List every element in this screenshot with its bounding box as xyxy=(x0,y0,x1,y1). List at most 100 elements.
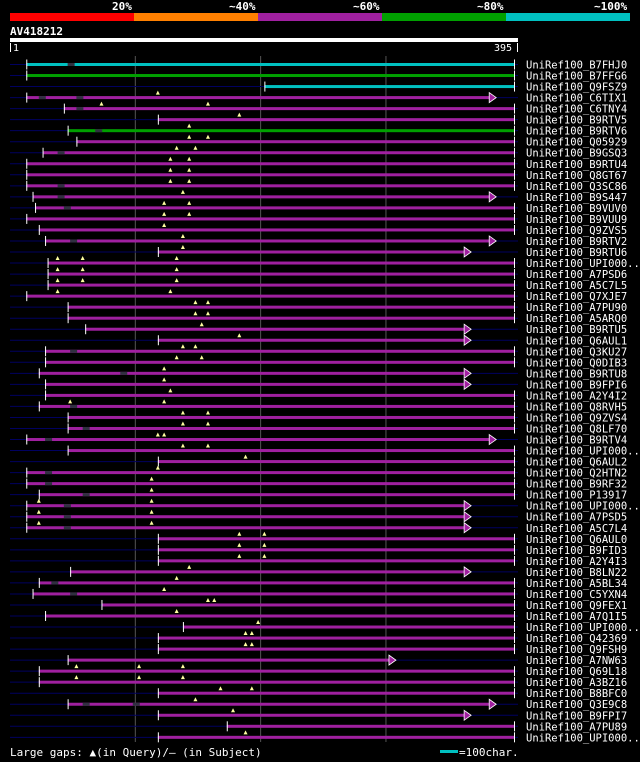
hit-alignment-bar[interactable] xyxy=(26,294,516,298)
hit-row[interactable]: UniRef100_Q05929 xyxy=(10,134,627,149)
hit-row[interactable]: UniRef100_Q6AUL2 xyxy=(10,454,627,469)
hit-alignment-bar[interactable] xyxy=(26,526,465,530)
hit-label[interactable]: UniRef100_Q8GT67 xyxy=(526,170,627,182)
hit-alignment-bar[interactable] xyxy=(157,713,465,717)
hit-alignment-bar[interactable] xyxy=(47,272,516,276)
hit-label[interactable]: UniRef100_C5YXN4 xyxy=(526,589,627,601)
hit-label[interactable]: UniRef100_Q9ZVS4 xyxy=(526,412,627,424)
hit-alignment-bar[interactable] xyxy=(26,471,516,475)
hit-row[interactable]: UniRef100_Q6AUL1 xyxy=(10,333,627,347)
hit-label[interactable]: UniRef100_UPI000.. xyxy=(526,501,640,513)
hit-row[interactable]: UniRef100_B9FID3 xyxy=(10,542,627,557)
hit-alignment-bar[interactable] xyxy=(101,603,516,607)
hit-alignment-bar[interactable] xyxy=(45,382,465,386)
hit-alignment-bar[interactable] xyxy=(45,614,515,618)
hit-row[interactable]: UniRef100_A7PSD6 xyxy=(10,267,627,281)
hit-label[interactable]: UniRef100_A7Q1I5 xyxy=(526,611,627,623)
hit-alignment-bar[interactable] xyxy=(26,217,516,221)
hit-row[interactable]: UniRef100_Q6AUL0 xyxy=(10,531,627,546)
hit-row[interactable]: UniRef100_B8LN22 xyxy=(10,564,627,579)
hit-row[interactable]: UniRef100_B9RTV6 xyxy=(10,123,627,138)
hit-label[interactable]: UniRef100_UPI000.. xyxy=(526,622,640,634)
hit-alignment-bar[interactable] xyxy=(67,658,389,662)
hit-row[interactable]: UniRef100_Q9ZVS4 xyxy=(10,410,627,424)
hit-label[interactable]: UniRef100_A7PU89 xyxy=(526,721,627,733)
hit-label[interactable]: UniRef100_Q0DIB3 xyxy=(526,357,627,369)
hit-label[interactable]: UniRef100_B9RTU4 xyxy=(526,159,627,171)
hit-row[interactable]: UniRef100_UPI000.. xyxy=(10,620,640,634)
hit-label[interactable]: UniRef100_A7NW63 xyxy=(526,655,627,667)
hit-label[interactable]: UniRef100_B7FFG6 xyxy=(526,71,627,83)
hit-alignment-bar[interactable] xyxy=(157,250,465,254)
hit-alignment-bar[interactable] xyxy=(45,360,515,364)
hit-alignment-bar[interactable] xyxy=(26,162,516,166)
hit-label[interactable]: UniRef100_C6TIX1 xyxy=(526,93,627,105)
hit-label[interactable]: UniRef100_A2Y4I2 xyxy=(526,390,627,402)
hit-alignment-bar[interactable] xyxy=(157,691,516,695)
hit-row[interactable]: UniRef100_B9GSQ3 xyxy=(10,145,627,160)
hit-alignment-bar[interactable] xyxy=(45,239,490,243)
hit-alignment-bar[interactable] xyxy=(76,140,516,144)
hit-alignment-bar[interactable] xyxy=(157,460,516,464)
hit-label[interactable]: UniRef100_B9FPI6 xyxy=(526,379,627,391)
hit-alignment-bar[interactable] xyxy=(38,404,515,408)
hit-label[interactable]: UniRef100_B9RTU5 xyxy=(526,324,627,336)
hit-label[interactable]: UniRef100_Q2HTN2 xyxy=(526,468,627,480)
hit-label[interactable]: UniRef100_Q6AUL1 xyxy=(526,335,627,347)
hit-row[interactable]: UniRef100_B9VUU9 xyxy=(10,211,627,226)
hit-label[interactable]: UniRef100_Q3KU27 xyxy=(526,346,627,358)
hit-alignment-bar[interactable] xyxy=(26,438,490,442)
hit-label[interactable]: UniRef100_B9VUU9 xyxy=(526,214,627,226)
hit-label[interactable]: UniRef100_B9FPI7 xyxy=(526,710,627,722)
hit-label[interactable]: UniRef100_Q8RVH5 xyxy=(526,401,627,413)
hit-row[interactable]: UniRef100_Q9ZVS5 xyxy=(10,222,627,237)
hit-alignment-bar[interactable] xyxy=(42,151,516,155)
hit-label[interactable]: UniRef100_Q05929 xyxy=(526,137,627,149)
hit-alignment-bar[interactable] xyxy=(38,581,515,585)
hit-row[interactable]: UniRef100_Q69L18 xyxy=(10,664,627,678)
hit-alignment-bar[interactable] xyxy=(70,570,465,574)
hit-label[interactable]: UniRef100_P13917 xyxy=(526,490,627,502)
hit-label[interactable]: UniRef100_Q9FEX1 xyxy=(526,600,627,612)
hit-alignment-bar[interactable] xyxy=(26,482,516,486)
hit-label[interactable]: UniRef100_A5C7L5 xyxy=(526,280,627,292)
hit-row[interactable]: UniRef100_B9RTU8 xyxy=(10,366,627,380)
hit-row[interactable]: UniRef100_Q9FSH9 xyxy=(10,642,627,656)
hit-alignment-bar[interactable] xyxy=(264,85,515,89)
hit-alignment-bar[interactable] xyxy=(157,735,516,739)
hit-alignment-bar[interactable] xyxy=(67,426,516,430)
hit-row[interactable]: UniRef100_C6TIX1 xyxy=(10,90,627,105)
hit-alignment-bar[interactable] xyxy=(47,283,516,287)
hit-row[interactable]: UniRef100_Q8GT67 xyxy=(10,167,627,182)
hit-row[interactable]: UniRef100_UPI000.. xyxy=(10,443,640,458)
hit-row[interactable]: UniRef100_B9RTU4 xyxy=(10,156,627,171)
hit-alignment-bar[interactable] xyxy=(157,636,516,640)
hit-label[interactable]: UniRef100_B9RF32 xyxy=(526,479,627,491)
hit-row[interactable]: UniRef100_A5C7L4 xyxy=(10,520,627,535)
hit-label[interactable]: UniRef100_B9RTV6 xyxy=(526,126,627,138)
hit-label[interactable]: UniRef100_A2Y4I3 xyxy=(526,556,627,568)
hit-row[interactable]: UniRef100_Q8RVH5 xyxy=(10,399,627,413)
hit-row[interactable]: UniRef100_UPI000.. xyxy=(10,256,640,270)
hit-row[interactable]: UniRef100_Q3KU27 xyxy=(10,344,627,358)
hit-label[interactable]: UniRef100_Q7XJE7 xyxy=(526,291,627,303)
hit-label[interactable]: UniRef100_B9FID3 xyxy=(526,545,627,557)
hit-label[interactable]: UniRef100_A7PSD5 xyxy=(526,512,627,524)
hit-label[interactable]: UniRef100_A7PSD6 xyxy=(526,269,627,281)
hit-alignment-bar[interactable] xyxy=(63,107,516,111)
hit-label[interactable]: UniRef100_B9RTV5 xyxy=(526,115,627,127)
hit-row[interactable]: UniRef100_B9FPI6 xyxy=(10,377,627,391)
hit-alignment-bar[interactable] xyxy=(26,173,516,177)
hit-label[interactable]: UniRef100_B9RTV2 xyxy=(526,236,627,248)
hit-alignment-bar[interactable] xyxy=(157,338,465,342)
hit-alignment-bar[interactable] xyxy=(26,184,516,188)
hit-row[interactable]: UniRef100_P13917 xyxy=(10,487,627,502)
hit-row[interactable]: UniRef100_A2Y4I2 xyxy=(10,388,627,402)
hit-row[interactable]: UniRef100_B9RTU6 xyxy=(10,245,627,259)
hit-label[interactable]: UniRef100_C6TNY4 xyxy=(526,104,627,116)
hit-alignment-bar[interactable] xyxy=(26,515,465,519)
hit-alignment-bar[interactable] xyxy=(32,592,515,596)
hit-row[interactable]: UniRef100_Q0DIB3 xyxy=(10,355,627,369)
hit-alignment-bar[interactable] xyxy=(182,625,516,629)
hit-row[interactable]: UniRef100_B8BFC0 xyxy=(10,686,627,700)
